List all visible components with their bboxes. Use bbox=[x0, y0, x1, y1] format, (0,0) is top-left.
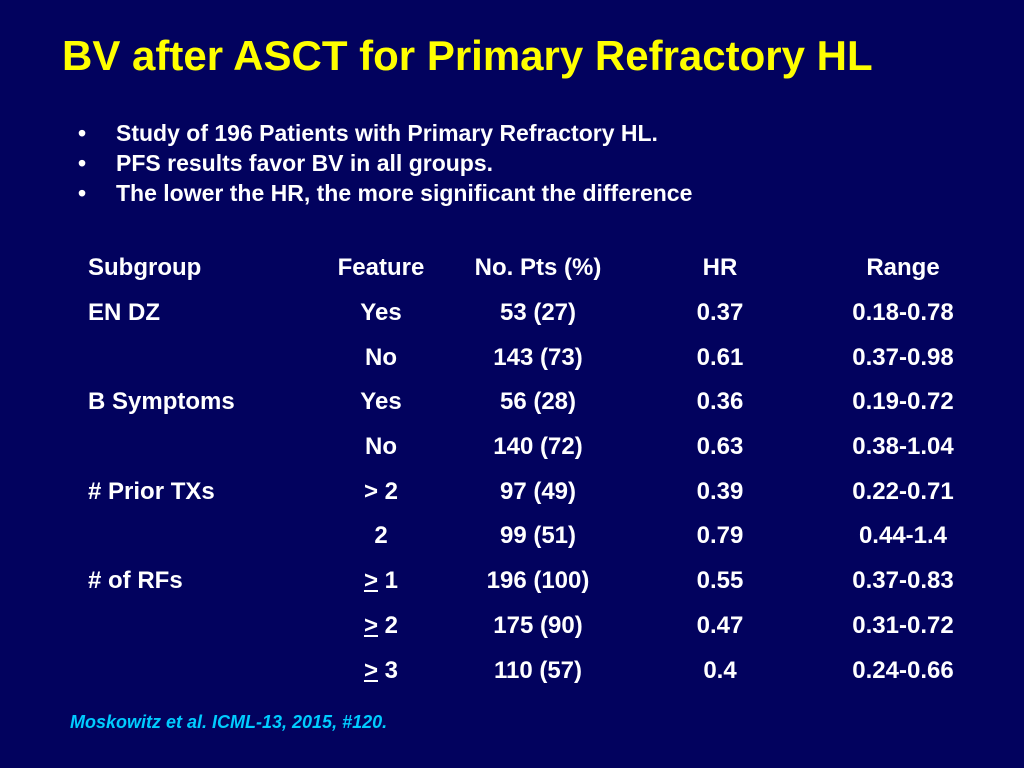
feature-value: Yes bbox=[360, 388, 402, 416]
cell-range: 0.19-0.72 bbox=[852, 388, 954, 416]
cell-no-pts: 140 (72) bbox=[493, 433, 583, 461]
feature-value: 3 bbox=[378, 656, 399, 684]
slide-title: BV after ASCT for Primary Refractory HL bbox=[62, 32, 873, 79]
bullet-text: The lower the HR, the more significant t… bbox=[116, 180, 693, 206]
header-no-pts: No. Pts (%) bbox=[474, 254, 602, 282]
cell-range: 0.38-1.04 bbox=[852, 433, 954, 461]
feature-value: 2 bbox=[374, 522, 388, 550]
cell-hr: 0.63 bbox=[696, 433, 744, 461]
table-row: # of RFs > 1 196 (100) 0.55 0.37-0.83 bbox=[72, 559, 986, 604]
cell-range: 0.44-1.4 bbox=[858, 522, 948, 550]
bullet-marker: • bbox=[78, 150, 87, 176]
cell-no-pts: 175 (90) bbox=[493, 611, 583, 639]
bullet-text: Study of 196 Patients with Primary Refra… bbox=[116, 120, 658, 146]
bullet-item: • Study of 196 Patients with Primary Refr… bbox=[70, 118, 692, 148]
cell-feature: > 3 bbox=[306, 648, 456, 693]
cell-subgroup bbox=[72, 335, 306, 380]
cell-no-pts: 56 (28) bbox=[499, 388, 577, 416]
cell-subgroup: EN DZ bbox=[88, 299, 160, 327]
cell-feature: Yes bbox=[306, 380, 456, 425]
cell-hr: 0.36 bbox=[696, 388, 744, 416]
bullet-marker: • bbox=[78, 120, 87, 146]
table-row: No 143 (73) 0.61 0.37-0.98 bbox=[72, 335, 986, 380]
cell-feature: > 2 bbox=[306, 604, 456, 649]
cell-no-pts: 143 (73) bbox=[493, 343, 583, 371]
cell-subgroup: B Symptoms bbox=[88, 388, 235, 416]
header-hr: HR bbox=[702, 254, 738, 282]
table-body: EN DZ Yes 53 (27) 0.37 0.18-0.78 No 143 (73) 0.… bbox=[72, 291, 986, 693]
cell-hr: 0.61 bbox=[696, 343, 744, 371]
cell-hr: 0.79 bbox=[696, 522, 744, 550]
feature-value: Yes bbox=[360, 299, 402, 327]
subgroup-table: Subgroup Feature No. Pts (%) HR Range EN… bbox=[72, 246, 986, 693]
bullet-item: • The lower the HR, the more significant … bbox=[70, 178, 692, 208]
cell-subgroup bbox=[72, 648, 306, 693]
cell-hr: 0.4 bbox=[703, 656, 737, 684]
cell-feature: > 2 bbox=[306, 469, 456, 514]
cell-range: 0.31-0.72 bbox=[852, 611, 954, 639]
bullet-list: • Study of 196 Patients with Primary Refr… bbox=[70, 118, 692, 208]
cell-subgroup: # Prior TXs bbox=[88, 477, 215, 505]
cell-range: 0.24-0.66 bbox=[852, 656, 954, 684]
cell-hr: 0.39 bbox=[696, 477, 744, 505]
cell-range: 0.22-0.71 bbox=[852, 477, 954, 505]
table-row: B Symptoms Yes 56 (28) 0.36 0.19-0.72 bbox=[72, 380, 986, 425]
cell-range: 0.37-0.83 bbox=[852, 567, 954, 595]
table-row: # Prior TXs > 2 97 (49) 0.39 0.22-0.71 bbox=[72, 469, 986, 514]
header-range: Range bbox=[866, 254, 940, 282]
feature-value: No bbox=[365, 433, 397, 461]
cell-feature: Yes bbox=[306, 291, 456, 336]
bullet-item: • PFS results favor BV in all groups. bbox=[70, 148, 692, 178]
cell-hr: 0.55 bbox=[696, 567, 744, 595]
feature-value: No bbox=[365, 343, 397, 371]
header-feature: Feature bbox=[337, 254, 425, 282]
cell-feature: 2 bbox=[306, 514, 456, 559]
cell-no-pts: 196 (100) bbox=[486, 567, 590, 595]
table-row: 2 99 (51) 0.79 0.44-1.4 bbox=[72, 514, 986, 559]
cell-no-pts: 53 (27) bbox=[499, 299, 577, 327]
cell-no-pts: 110 (57) bbox=[493, 656, 583, 684]
greater-equal-sign: > bbox=[363, 567, 378, 595]
feature-value: 2 bbox=[378, 611, 399, 639]
bullet-text: PFS results favor BV in all groups. bbox=[116, 150, 494, 176]
feature-value: > 2 bbox=[363, 477, 399, 505]
cell-hr: 0.37 bbox=[696, 299, 744, 327]
cell-range: 0.37-0.98 bbox=[852, 343, 954, 371]
cell-range: 0.18-0.78 bbox=[852, 299, 954, 327]
table-row: No 140 (72) 0.63 0.38-1.04 bbox=[72, 425, 986, 470]
table-row: > 3 110 (57) 0.4 0.24-0.66 bbox=[72, 648, 986, 693]
cell-subgroup bbox=[72, 425, 306, 470]
cell-subgroup: # of RFs bbox=[88, 567, 183, 595]
table-header-row: Subgroup Feature No. Pts (%) HR Range bbox=[72, 246, 986, 291]
greater-equal-sign: > bbox=[363, 611, 378, 639]
cell-feature: No bbox=[306, 425, 456, 470]
cell-hr: 0.47 bbox=[696, 611, 744, 639]
cell-feature: > 1 bbox=[306, 559, 456, 604]
cell-no-pts: 99 (51) bbox=[499, 522, 577, 550]
cell-subgroup bbox=[72, 514, 306, 559]
cell-no-pts: 97 (49) bbox=[499, 477, 577, 505]
greater-equal-sign: > bbox=[363, 656, 378, 684]
table-row: EN DZ Yes 53 (27) 0.37 0.18-0.78 bbox=[72, 291, 986, 336]
cell-feature: No bbox=[306, 335, 456, 380]
header-subgroup: Subgroup bbox=[88, 254, 202, 282]
citation: Moskowitz et al. ICML-13, 2015, #120. bbox=[70, 712, 388, 732]
table-row: > 2 175 (90) 0.47 0.31-0.72 bbox=[72, 604, 986, 649]
feature-value: 1 bbox=[378, 567, 399, 595]
cell-subgroup bbox=[72, 604, 306, 649]
bullet-marker: • bbox=[78, 180, 87, 206]
